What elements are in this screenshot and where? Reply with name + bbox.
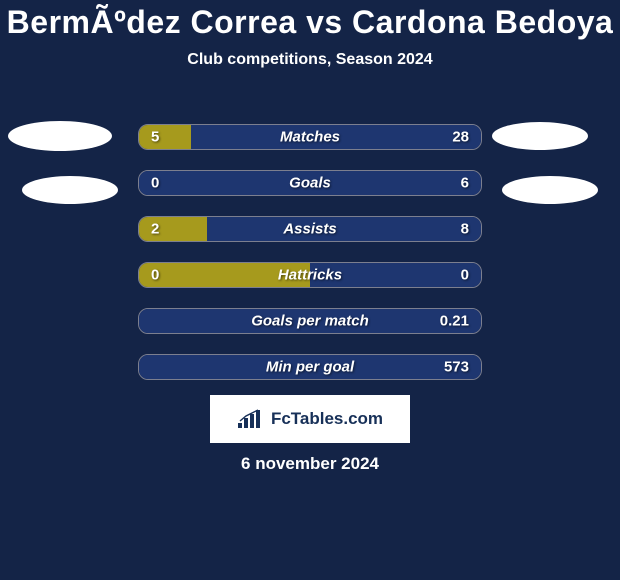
stat-bar-right (207, 217, 481, 241)
stat-name: Goals (289, 175, 331, 192)
avatar-ellipse (8, 121, 112, 151)
subtitle: Club competitions, Season 2024 (0, 51, 620, 69)
avatar-ellipse (502, 176, 598, 204)
stat-bar-left (139, 125, 191, 149)
stat-value-left: 5 (151, 129, 159, 146)
stat-name: Goals per match (251, 313, 369, 330)
stat-value-right: 6 (461, 175, 469, 192)
stat-name: Min per goal (266, 359, 354, 376)
stat-name: Matches (280, 129, 340, 146)
logo-box: FcTables.com (210, 395, 410, 443)
avatar-ellipse (492, 122, 588, 150)
stat-value-left: 2 (151, 221, 159, 238)
comparison-card: BermÃºdez Correa vs Cardona Bedoya Club … (0, 0, 620, 580)
stat-value-right: 0.21 (440, 313, 469, 330)
stat-row: 0 6 Goals (138, 170, 482, 196)
stat-value-left: 0 (151, 175, 159, 192)
stat-name: Assists (283, 221, 336, 238)
stat-value-right: 8 (461, 221, 469, 238)
stat-row: 2 8 Assists (138, 216, 482, 242)
date-label: 6 november 2024 (241, 454, 379, 474)
avatar-ellipse (22, 176, 118, 204)
stat-bars: 528Matches06Goals28Assists00Hattricks0.2… (138, 124, 482, 380)
stat-row: 0.21 Goals per match (138, 308, 482, 334)
stat-bar-left (139, 217, 207, 241)
stat-row: 0 0 Hattricks (138, 262, 482, 288)
stat-name: Hattricks (278, 267, 342, 284)
stat-row: 573 Min per goal (138, 354, 482, 380)
page-title: BermÃºdez Correa vs Cardona Bedoya (0, 4, 620, 41)
stat-value-right: 0 (461, 267, 469, 284)
stat-value-right: 28 (452, 129, 469, 146)
logo-text: FcTables.com (271, 409, 383, 429)
stat-value-left: 0 (151, 267, 159, 284)
fctables-icon (237, 409, 265, 429)
stat-value-right: 573 (444, 359, 469, 376)
stat-row: 5 28 Matches (138, 124, 482, 150)
